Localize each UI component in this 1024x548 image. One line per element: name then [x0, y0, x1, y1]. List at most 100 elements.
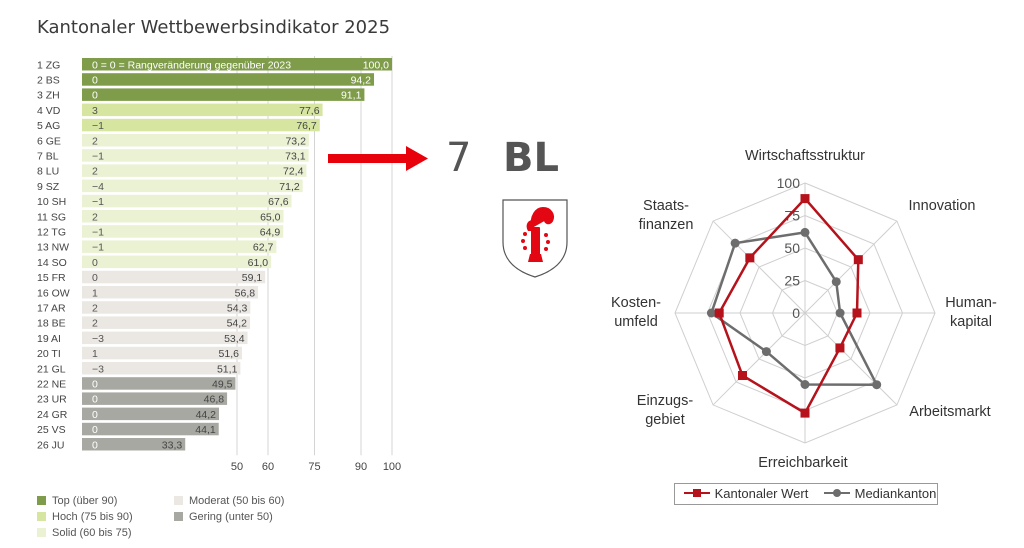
radar-chart-axis-labels: Wirtschaftsstruktur Innovation Human-kapit… — [611, 148, 997, 471]
bar-category-label: 24 GR — [37, 409, 68, 421]
bar-category-label: 16 OW — [37, 287, 70, 299]
rank-change-label: 0 — [92, 409, 98, 421]
radar-tick-label: 50 — [784, 240, 800, 256]
legend-swatch — [174, 512, 183, 521]
bar — [82, 286, 259, 299]
bar-value-label: 91,1 — [341, 90, 362, 102]
bar — [82, 210, 284, 223]
bar-category-label: 1 ZG — [37, 59, 60, 71]
bar-value-label: 64,9 — [260, 226, 281, 238]
bar-value-label: 61,0 — [248, 257, 269, 269]
bar-category-label: 26 JU — [37, 439, 64, 451]
bar-value-label: 62,7 — [253, 242, 274, 254]
bar-value-label: 73,2 — [285, 135, 306, 147]
rank-change-label: 2 — [92, 166, 98, 178]
bar — [82, 58, 392, 71]
legend-label: Hoch (75 bis 90) — [52, 511, 133, 523]
bar-value-label: 51,1 — [217, 363, 238, 375]
bar — [82, 301, 251, 314]
bar-value-label: 46,8 — [204, 394, 225, 406]
radar-point — [761, 347, 771, 357]
bar — [82, 346, 242, 360]
legend-label: Top (über 90) — [52, 495, 118, 507]
bar-value-label: 77,6 — [299, 105, 320, 117]
bar-category-label: 20 TI — [37, 348, 61, 360]
highlight-canton-code: BL — [503, 135, 559, 181]
legend-item: Moderat (50 bis 60) — [174, 494, 284, 508]
bar-value-label: 94,2 — [351, 74, 372, 86]
radar-axis-label: umfeld — [614, 314, 658, 330]
bar — [82, 362, 241, 375]
radar-tick-label: 0 — [792, 305, 800, 321]
bar — [82, 255, 272, 269]
rank-change-label: −1 — [92, 120, 104, 132]
bar-category-label: 5 AG — [37, 120, 60, 132]
bar-value-label: 100,0 — [363, 59, 389, 71]
x-tick-label: 100 — [383, 461, 401, 473]
rank-change-label: 2 — [92, 318, 98, 330]
legend-item-kantonaler-wert: Kantonaler Wert — [683, 486, 808, 502]
bar-value-label: 51,6 — [219, 348, 240, 360]
coat-of-arms-icon — [502, 199, 568, 278]
rank-change-label: −1 — [92, 150, 104, 162]
bar-value-label: 33,3 — [162, 439, 183, 451]
radar-axis-label: Staats- — [643, 198, 689, 214]
rank-change-label: 0 — [92, 439, 98, 451]
rank-change-label: 1 — [92, 348, 98, 360]
bar — [82, 316, 251, 329]
bar — [82, 392, 228, 405]
radar-tick-label: 100 — [777, 175, 801, 191]
radar-point — [852, 308, 862, 318]
bar — [82, 270, 266, 284]
bar-chart: 1 ZG 0 = 0 = Rangveränderung gegenüber 20… — [37, 58, 392, 451]
bar — [82, 194, 292, 208]
radar-point — [872, 380, 882, 390]
rank-change-label: 2 — [92, 302, 98, 314]
radar-point — [706, 308, 716, 318]
rank-change-label: 0 — [92, 74, 98, 86]
x-tick-label: 50 — [231, 461, 243, 473]
radar-tick-label: 75 — [784, 208, 800, 224]
bar-category-label: 11 SG — [37, 211, 66, 223]
radar-point — [745, 253, 755, 263]
radar-point — [714, 308, 724, 318]
bar-category-label: 12 TG — [37, 226, 66, 238]
bar-value-label: 65,0 — [260, 211, 281, 223]
radar-axis-label: Innovation — [909, 198, 976, 214]
bar-category-label: 18 BE — [37, 318, 66, 330]
bar-category-label: 9 SZ — [37, 181, 60, 193]
radar-point — [831, 277, 841, 287]
rank-change-label: −1 — [92, 196, 104, 208]
bar-chart-x-axis: 50 60 75 90 100 — [231, 461, 401, 473]
radar-point — [730, 238, 740, 248]
radar-axis-line — [712, 220, 806, 314]
radar-axis-label: Arbeitsmarkt — [909, 404, 990, 420]
radar-axis-label: Einzugs- — [637, 393, 694, 409]
radar-axis-line — [804, 220, 898, 314]
bar-value-label: 49,5 — [212, 378, 233, 390]
bar-category-label: 23 UR — [37, 394, 67, 406]
legend-label: Moderat (50 bis 60) — [189, 495, 285, 507]
radar-axis-label: Kosten- — [611, 295, 661, 311]
bar — [82, 407, 220, 421]
bar-value-label: 59,1 — [242, 272, 263, 284]
legend-swatch — [37, 496, 46, 505]
legend-item: Solid (60 bis 75) — [37, 526, 132, 540]
bar-value-label: 44,2 — [196, 409, 217, 421]
rank-change-label: −1 — [92, 242, 104, 254]
radar-axis-label: Human- — [945, 295, 997, 311]
bar-category-label: 19 AI — [37, 333, 61, 345]
bar-value-label: 67,6 — [268, 196, 289, 208]
radar-axis-label: kapital — [950, 314, 992, 330]
radar-point — [800, 227, 810, 237]
bar-category-label: 7 BL — [37, 150, 59, 162]
bar-value-label: 44,1 — [195, 424, 216, 436]
bar-category-label: 21 GL — [37, 363, 66, 375]
bar-category-label: 10 SH — [37, 196, 66, 208]
bar — [82, 88, 365, 101]
radar-series-line — [717, 196, 860, 415]
rank-change-label: 0 = 0 = Rangveränderung gegenüber 2023 — [92, 59, 291, 71]
bar — [82, 225, 284, 238]
bar — [82, 149, 309, 162]
rank-change-label: −4 — [92, 181, 104, 193]
